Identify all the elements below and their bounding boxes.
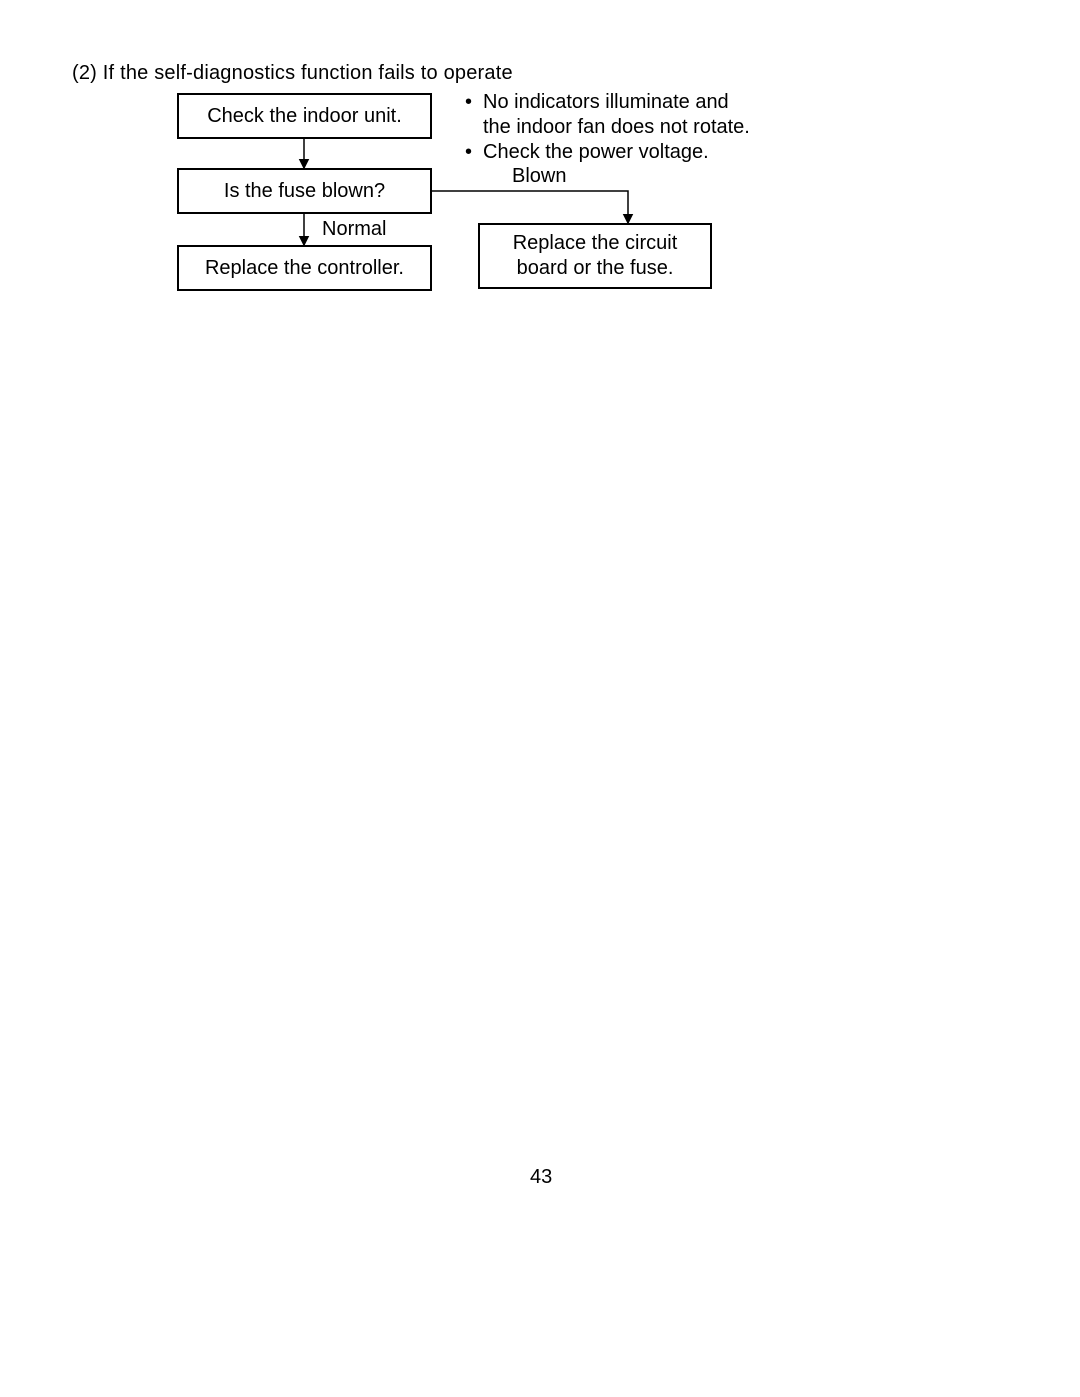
flow-node-label: Check the indoor unit. — [207, 104, 402, 129]
bullet-dot-icon: • — [465, 90, 483, 140]
section-heading: (2) If the self-diagnostics function fai… — [72, 62, 513, 85]
bullet-item: • Check the power voltage. — [465, 140, 755, 165]
flow-node-label: Replace the controller. — [205, 256, 404, 281]
side-notes: • No indicators illuminate and the indoo… — [465, 90, 755, 165]
bullet-text: No indicators illuminate and the indoor … — [483, 90, 755, 140]
bullet-text: Check the power voltage. — [483, 140, 709, 165]
bullet-dot-icon: • — [465, 140, 483, 165]
bullet-item: • No indicators illuminate and the indoo… — [465, 90, 755, 140]
flow-node-label: Replace the circuitboard or the fuse. — [513, 231, 678, 281]
flow-node-label: Is the fuse blown? — [224, 179, 385, 204]
edge-label-normal: Normal — [320, 218, 388, 241]
page: (2) If the self-diagnostics function fai… — [0, 0, 1080, 1397]
flow-node-fuse-question: Is the fuse blown? — [177, 168, 432, 214]
flow-node-replace-board: Replace the circuitboard or the fuse. — [478, 223, 712, 289]
page-number: 43 — [530, 1166, 552, 1189]
flow-node-replace-controller: Replace the controller. — [177, 245, 432, 291]
edge-label-blown: Blown — [510, 165, 568, 188]
flow-node-check-indoor: Check the indoor unit. — [177, 93, 432, 139]
